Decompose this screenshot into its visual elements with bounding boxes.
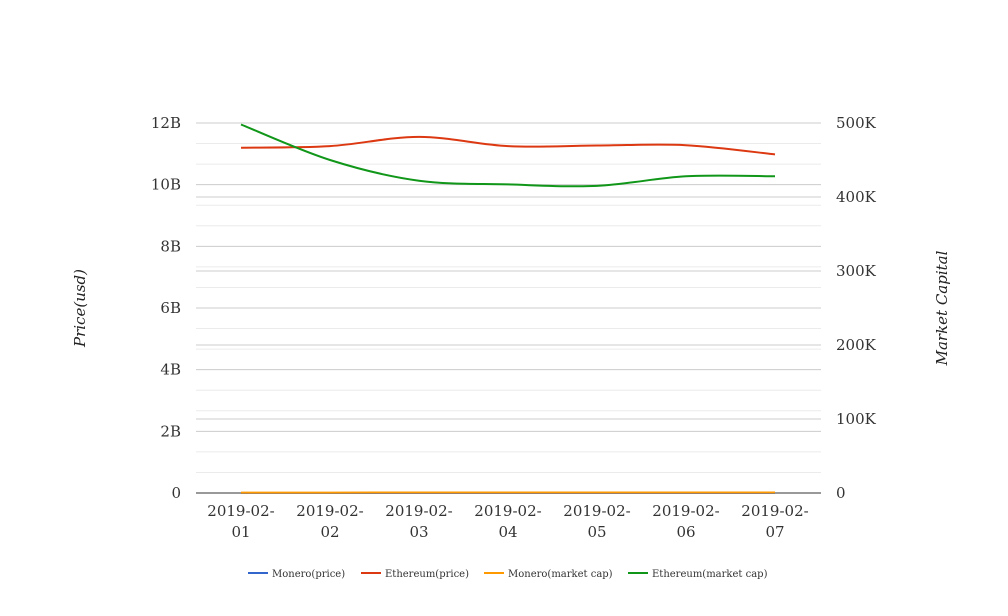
y-right-axis-title: Market Capital xyxy=(933,250,951,366)
x-tick-label: 2019-02-01 xyxy=(207,502,274,541)
y-right-tick-label: 300K xyxy=(836,262,877,280)
y-left-tick-label: 8B xyxy=(160,237,181,255)
legend-label-monero-price: Monero(price) xyxy=(272,569,345,580)
y-left-axis: 0 2B 4B 6B 8B 10B 12B xyxy=(151,114,181,502)
x-tick-label: 2019-02-04 xyxy=(474,502,541,541)
x-tick-label: 2019-02-02 xyxy=(296,502,363,541)
x-tick-label: 2019-02-03 xyxy=(385,502,452,541)
y-right-tick-label: 200K xyxy=(836,336,877,354)
series-layer xyxy=(240,123,776,495)
y-left-tick-label: 0 xyxy=(171,484,181,502)
y-right-tick-label: 0 xyxy=(836,484,846,502)
x-axis: 2019-02-01 2019-02-02 2019-02-03 2019-02-04… xyxy=(207,502,808,541)
legend-label-ethereum-price: Ethereum(price) xyxy=(385,569,469,580)
y-left-tick-label: 2B xyxy=(160,422,181,440)
y-left-axis-title: Price(usd) xyxy=(71,269,89,348)
x-tick-label: 2019-02-06 xyxy=(652,502,719,541)
y-left-tick-label: 12B xyxy=(151,114,181,132)
series-line-ethereum-market-cap xyxy=(240,123,776,188)
legend-label-ethereum-market-cap: Ethereum(market cap) xyxy=(652,569,768,580)
y-left-tick-label: 4B xyxy=(160,361,181,379)
y-right-axis: 0 100K 200K 300K 400K 500K xyxy=(836,114,877,502)
legend-label-monero-market-cap: Monero(market cap) xyxy=(508,569,613,580)
y-right-tick-label: 500K xyxy=(836,114,877,132)
legend: Monero(price) Ethereum(price) Monero(marke… xyxy=(248,569,768,580)
x-tick-label: 2019-02-07 xyxy=(741,502,808,541)
y-right-tick-label: 100K xyxy=(836,410,877,428)
series-line-ethereum-price xyxy=(240,135,776,156)
x-tick-label: 2019-02-05 xyxy=(563,502,630,541)
y-right-tick-label: 400K xyxy=(836,188,877,206)
y-left-tick-label: 6B xyxy=(160,299,181,317)
y-left-tick-label: 10B xyxy=(151,176,181,194)
grid xyxy=(196,122,821,494)
